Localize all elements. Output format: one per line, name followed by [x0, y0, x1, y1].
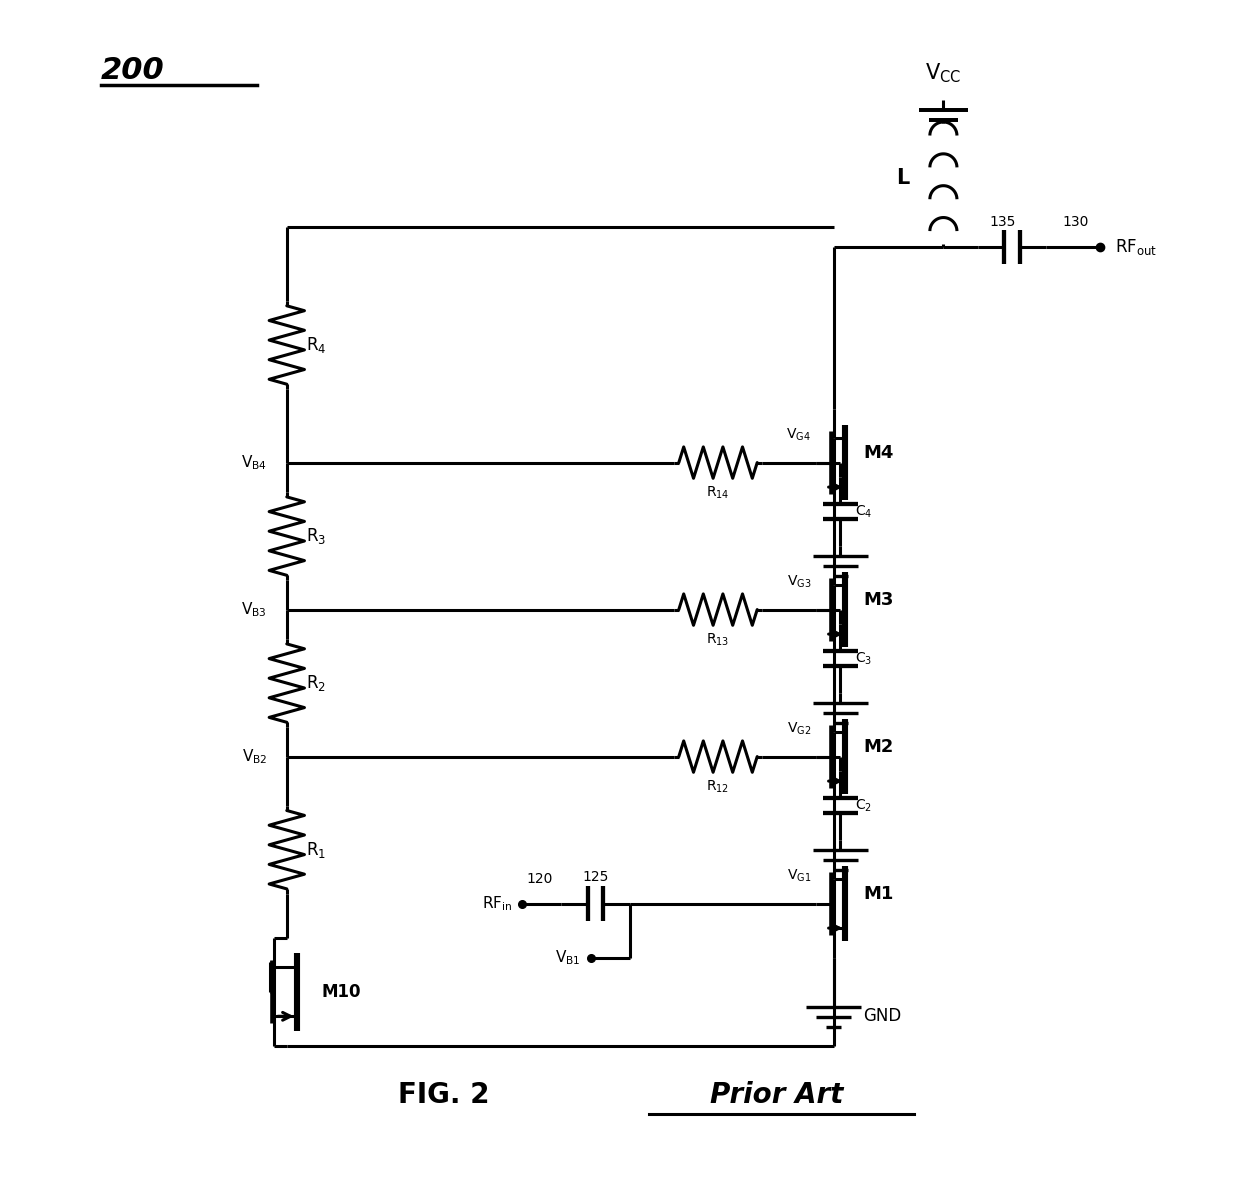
Text: R$_{\mathregular{4}}$: R$_{\mathregular{4}}$ [306, 335, 327, 355]
Text: Prior Art: Prior Art [711, 1081, 843, 1109]
Text: C$_{\mathregular{2}}$: C$_{\mathregular{2}}$ [856, 798, 872, 814]
Text: M1: M1 [863, 885, 893, 903]
Text: V$_{\mathregular{B2}}$: V$_{\mathregular{B2}}$ [242, 747, 267, 766]
Text: 200: 200 [100, 55, 165, 85]
Text: R$_{\mathregular{2}}$: R$_{\mathregular{2}}$ [306, 673, 326, 693]
Text: 125: 125 [583, 870, 609, 884]
Text: R$_{\mathregular{1}}$: R$_{\mathregular{1}}$ [306, 840, 326, 860]
Text: M10: M10 [321, 983, 361, 1001]
Text: C$_{\mathregular{3}}$: C$_{\mathregular{3}}$ [856, 650, 873, 667]
Text: V$_{\mathregular{G1}}$: V$_{\mathregular{G1}}$ [786, 867, 811, 884]
Text: V$_{\mathregular{B3}}$: V$_{\mathregular{B3}}$ [242, 601, 267, 620]
Text: 130: 130 [1063, 216, 1089, 229]
Text: R$_{\mathregular{3}}$: R$_{\mathregular{3}}$ [306, 526, 326, 546]
Text: FIG. 2: FIG. 2 [398, 1081, 490, 1109]
Text: V$_{\mathregular{B1}}$: V$_{\mathregular{B1}}$ [556, 949, 580, 966]
Text: RF$_{\mathregular{out}}$: RF$_{\mathregular{out}}$ [1115, 237, 1157, 257]
Text: M4: M4 [863, 444, 893, 461]
Text: R$_{\mathregular{12}}$: R$_{\mathregular{12}}$ [707, 778, 729, 794]
Text: V$_{\mathregular{CC}}$: V$_{\mathregular{CC}}$ [925, 61, 961, 85]
Text: M3: M3 [863, 591, 893, 609]
Text: R$_{\mathregular{14}}$: R$_{\mathregular{14}}$ [707, 484, 730, 500]
Text: V$_{\mathregular{G4}}$: V$_{\mathregular{G4}}$ [786, 427, 811, 442]
Text: 120: 120 [527, 872, 553, 886]
Text: RF$_{\mathregular{in}}$: RF$_{\mathregular{in}}$ [482, 894, 512, 913]
Text: L: L [895, 169, 909, 189]
Text: V$_{\mathregular{G3}}$: V$_{\mathregular{G3}}$ [786, 573, 811, 590]
Text: V$_{\mathregular{G2}}$: V$_{\mathregular{G2}}$ [786, 721, 811, 738]
Text: V$_{\mathregular{B4}}$: V$_{\mathregular{B4}}$ [241, 453, 267, 472]
Text: R$_{\mathregular{13}}$: R$_{\mathregular{13}}$ [707, 631, 729, 648]
Text: C$_{\mathregular{4}}$: C$_{\mathregular{4}}$ [856, 504, 873, 520]
Text: 135: 135 [990, 216, 1016, 229]
Text: M2: M2 [863, 738, 893, 756]
Text: GND: GND [863, 1008, 901, 1025]
